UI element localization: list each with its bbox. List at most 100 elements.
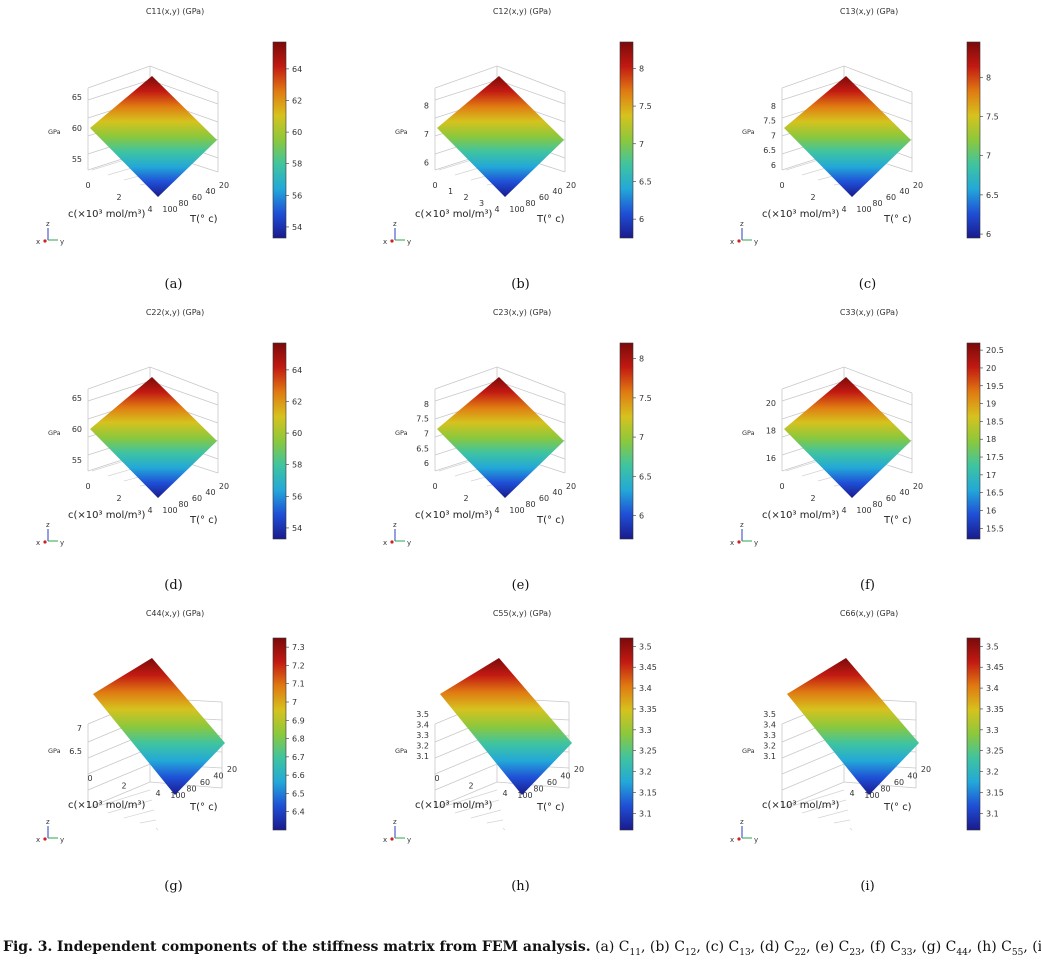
- surface: [437, 377, 564, 498]
- floor-grid-line: [139, 819, 157, 824]
- colorbar-tick-label: 54: [292, 524, 302, 533]
- triad-z-label: z: [46, 521, 50, 529]
- t-tick-label: 40: [560, 772, 570, 781]
- t-tick-label: 20: [219, 181, 229, 190]
- colorbar-tick-label: 6: [639, 511, 644, 520]
- t-tick-label: 100: [162, 205, 177, 214]
- colorbar-tick-label: 7.1: [292, 680, 305, 689]
- triad-z-label: z: [46, 818, 50, 826]
- colorbar-tick-label: 7: [292, 698, 297, 707]
- colorbar-tick-label: 3.45: [986, 663, 1004, 672]
- t-tick-label: 60: [200, 778, 210, 787]
- x-axis-label: c(×10³ mol/m³): [762, 800, 839, 811]
- chart-title: C55(x,y) (GPa): [493, 609, 551, 618]
- floor-grid: [438, 789, 506, 831]
- colorbar-tick-label: 6.6: [292, 771, 305, 780]
- triad-y-label: y: [407, 836, 411, 844]
- z-tick-label: 3.5: [763, 710, 776, 719]
- chart-panel: C33(x,y) (GPa) 16 18 20 GPa 0 2 4 20 40 60 80 100 c(×…: [694, 301, 1041, 611]
- triad-y-label: y: [60, 238, 64, 246]
- colorbar-tick-label: 7.5: [639, 394, 652, 403]
- c-tick-label: 4: [147, 506, 152, 515]
- caption-item: (g) C44,: [916, 939, 973, 958]
- triad-x-axis: [737, 239, 741, 243]
- surface: [90, 76, 217, 197]
- x-axis-label: c(×10³ mol/m³): [68, 209, 145, 220]
- c-tick-label: 0: [779, 181, 784, 190]
- triad-x-axis: [390, 239, 394, 243]
- triad-z-label: z: [740, 220, 744, 228]
- triad-x-label: x: [730, 836, 734, 844]
- t-tick-label: 80: [178, 199, 188, 208]
- z-tick-label: 3.1: [763, 752, 776, 761]
- y-axis-label: T(° c): [189, 802, 218, 813]
- t-tick-label: 100: [509, 205, 524, 214]
- z-tick-label: 6: [771, 161, 776, 170]
- c-tick-label: 2: [810, 193, 815, 202]
- axis-triad: z x y: [730, 220, 758, 246]
- chart-title: C11(x,y) (GPa): [146, 7, 204, 16]
- caption-item: (a) C11,: [595, 939, 646, 958]
- z-tick-label: 7: [424, 429, 429, 438]
- colorbar-tick-label: 20.5: [986, 346, 1004, 355]
- triad-y-label: y: [407, 238, 411, 246]
- axis-triad: z x y: [383, 521, 411, 547]
- box-back-floor: [781, 781, 917, 809]
- colorbar: [272, 637, 287, 831]
- z-tick-label: 6: [424, 158, 429, 167]
- panel-letter: (f): [860, 578, 875, 593]
- floor-grid-line: [785, 789, 845, 809]
- y-axis-label: T(° c): [536, 802, 565, 813]
- colorbar: [619, 342, 634, 540]
- z-tick-label: 6: [424, 459, 429, 468]
- z-axis-label: GPa: [395, 747, 408, 755]
- colorbar: [619, 637, 634, 831]
- t-tick-label: 40: [205, 187, 215, 196]
- floor-grid-line: [470, 809, 502, 819]
- t-tick-label: 40: [552, 187, 562, 196]
- c-tick-label: 4: [147, 205, 152, 214]
- z-tick-label: 20: [766, 399, 776, 408]
- z-tick-label: 8: [424, 101, 429, 110]
- t-tick-label: 80: [186, 785, 196, 794]
- z-axis-label: GPa: [395, 429, 408, 437]
- c-tick-label: 2: [463, 494, 468, 503]
- chart-title: C23(x,y) (GPa): [493, 308, 551, 317]
- colorbar-tick-label: 3.45: [639, 663, 657, 672]
- t-tick-label: 20: [913, 181, 923, 190]
- z-tick-label: 16: [766, 454, 776, 463]
- t-tick-label: 40: [552, 488, 562, 497]
- panel-letter: (h): [511, 879, 530, 894]
- chart-title: C66(x,y) (GPa): [840, 609, 898, 618]
- colorbar-tick-label: 64: [292, 366, 302, 375]
- t-tick-label: 80: [872, 199, 882, 208]
- colorbar-tick-label: 19: [986, 400, 996, 409]
- surface-plot: C66(x,y) (GPa)3.13.23.33.43.5GPa42040608…: [730, 609, 1004, 844]
- t-tick-label: 20: [574, 765, 584, 774]
- colorbar-tick-label: 3.35: [986, 705, 1004, 714]
- z-tick-label: 3.5: [416, 710, 429, 719]
- floor-grid-line: [849, 827, 853, 831]
- surface-plot: C55(x,y) (GPa)3.13.23.33.43.5GPa02420406…: [383, 609, 657, 844]
- c-tick-label: 0: [434, 774, 439, 783]
- z-tick-label: 60: [72, 425, 82, 434]
- triad-y-label: y: [60, 836, 64, 844]
- z-tick-label: 6.5: [416, 444, 429, 453]
- t-tick-label: 100: [856, 506, 871, 515]
- colorbar-tick-label: 7: [986, 152, 991, 161]
- axis-triad: z x y: [730, 818, 758, 844]
- triad-x-label: x: [730, 238, 734, 246]
- axis-triad: z x y: [36, 521, 64, 547]
- colorbar-tick-label: 7.5: [986, 112, 999, 121]
- chart-panel: C13(x,y) (GPa) 6 6.5 7 7.5 8 GPa 0 2 4 20 40 60 80 100…: [694, 0, 1041, 310]
- x-axis-label: c(×10³ mol/m³): [415, 510, 492, 521]
- z-tick-label: 6.5: [763, 146, 776, 155]
- triad-z-label: z: [393, 521, 397, 529]
- triad-z-label: z: [740, 521, 744, 529]
- colorbar-tick-label: 20: [986, 364, 996, 373]
- colorbar-tick-label: 7.3: [292, 643, 305, 652]
- triad-z-label: z: [393, 818, 397, 826]
- c-tick-label: 4: [494, 506, 499, 515]
